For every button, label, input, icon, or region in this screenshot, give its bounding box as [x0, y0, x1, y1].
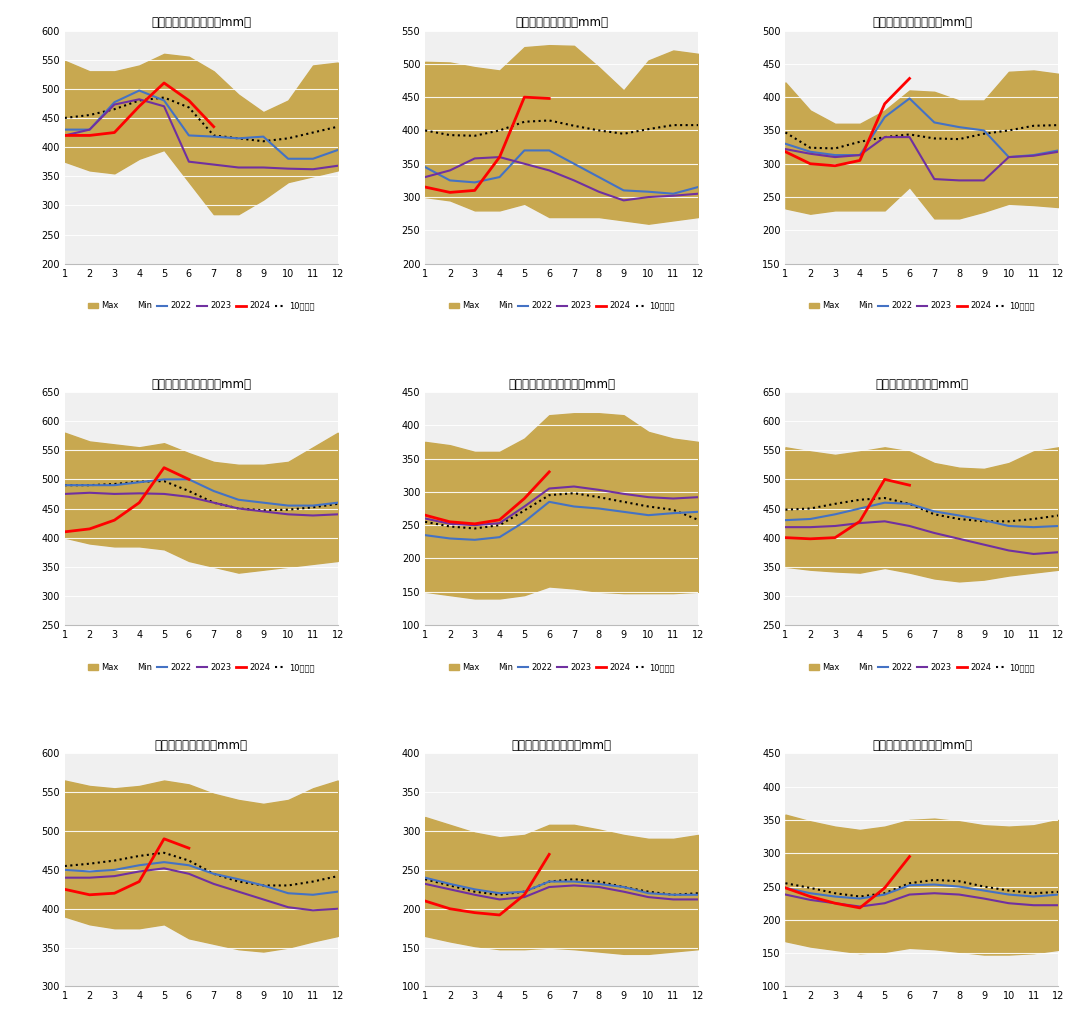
Title: 明尼苏达州土壤墒情（mm）: 明尼苏达州土壤墒情（mm）: [872, 16, 972, 29]
Legend: Max, Min, 2022, 2023, 2024, 10年均值: Max, Min, 2022, 2023, 2024, 10年均值: [806, 660, 1038, 675]
Legend: Max, Min, 2022, 2023, 2024, 10年均值: Max, Min, 2022, 2023, 2024, 10年均值: [85, 298, 318, 314]
Legend: Max, Min, 2022, 2023, 2024, 10年均值: Max, Min, 2022, 2023, 2024, 10年均值: [85, 660, 318, 675]
Title: 南达科他州土壤墒情（mm）: 南达科他州土壤墒情（mm）: [872, 739, 972, 753]
Title: 俄亥俄州土壤墒情（mm）: 俄亥俄州土壤墒情（mm）: [154, 739, 247, 753]
Title: 内布拉斯加州土壤墒情（mm）: 内布拉斯加州土壤墒情（mm）: [508, 377, 616, 391]
Title: 爱荷华州土壤墒情（mm）: 爱荷华州土壤墒情（mm）: [515, 16, 608, 29]
Title: 密苏里州土壤墒情（mm）: 密苏里州土壤墒情（mm）: [876, 377, 969, 391]
Legend: Max, Min, 2022, 2023, 2024, 10年均值: Max, Min, 2022, 2023, 2024, 10年均值: [806, 298, 1038, 314]
Title: 印第安纳州土壤墒情（mm）: 印第安纳州土壤墒情（mm）: [151, 377, 252, 391]
Title: 北达科他州土壤墒情（mm）: 北达科他州土壤墒情（mm）: [512, 739, 611, 753]
Legend: Max, Min, 2022, 2023, 2024, 10年均值: Max, Min, 2022, 2023, 2024, 10年均值: [445, 660, 678, 675]
Title: 伊利诺伊州土壤墒情（mm）: 伊利诺伊州土壤墒情（mm）: [151, 16, 252, 29]
Legend: Max, Min, 2022, 2023, 2024, 10年均值: Max, Min, 2022, 2023, 2024, 10年均值: [445, 298, 678, 314]
